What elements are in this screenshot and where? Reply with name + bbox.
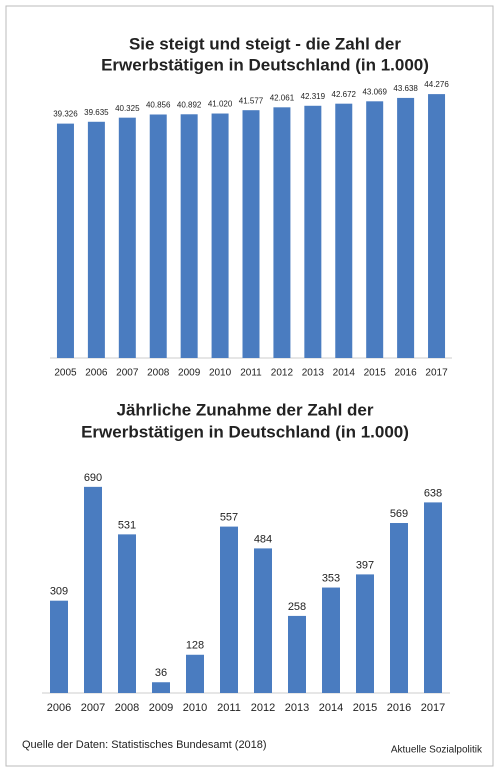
bar [118,117,136,359]
bar [220,526,238,693]
x-tick-label: 2013 [285,702,309,714]
value-label: 397 [356,559,374,571]
value-label: 42.319 [301,92,326,101]
x-tick-label: 2013 [302,368,325,379]
bar [390,523,408,693]
x-tick-label: 2008 [147,368,170,379]
x-tick-label: 2012 [271,368,294,379]
x-tick-label: 2011 [217,702,241,714]
bar [397,97,415,359]
x-tick-label: 2014 [333,368,356,379]
value-label: 40.892 [177,100,202,109]
x-tick-label: 2010 [209,368,232,379]
bar [87,121,105,359]
source: Quelle der Daten: Statistisches Bundesam… [22,739,267,751]
x-tick-label: 2006 [85,368,108,379]
bar [180,114,198,358]
bar [273,107,291,358]
x-tick-label: 2011 [240,368,262,379]
value-label: 690 [84,472,102,484]
bar [356,574,374,693]
bar [428,94,446,358]
x-tick-label: 2009 [178,368,201,379]
bar [149,114,167,359]
x-tick-label: 2008 [115,702,139,714]
bar [211,113,229,358]
x-tick-label: 2012 [251,702,275,714]
bar [366,101,384,358]
value-label: 309 [50,586,68,598]
value-label: 42.061 [270,93,295,102]
value-label: 39.635 [84,108,109,117]
bar [84,486,102,693]
value-label: 42.672 [332,90,357,99]
x-tick-label: 2007 [116,368,139,379]
x-tick-label: 2010 [183,702,207,714]
value-label: 353 [322,572,340,584]
bar [304,105,322,358]
bar [424,502,442,693]
value-label: 531 [118,519,136,531]
bar [254,548,272,693]
x-tick-label: 2014 [319,702,343,714]
bar [186,654,204,693]
x-tick-label: 2007 [81,702,105,714]
value-label: 484 [254,533,272,545]
x-tick-label: 2017 [421,702,445,714]
value-label: 128 [186,640,204,652]
chart-title: Sie steigt und steigt - die Zahl der [129,34,401,53]
value-label: 557 [220,512,238,524]
x-tick-label: 2017 [425,368,448,379]
chart-subtitle: Erwerbstätigen in Deutschland (in 1.000) [81,422,409,441]
x-tick-label: 2016 [387,702,411,714]
value-label: 41.020 [208,100,233,109]
bar [335,103,353,358]
x-tick-label: 2015 [364,368,387,379]
value-label: 41.577 [239,96,264,105]
value-label: 43.638 [393,84,418,93]
bar [242,110,260,358]
x-tick-label: 2006 [47,702,71,714]
value-label: 569 [390,508,408,520]
chart-title: Jährliche Zunahme der Zahl der [117,400,374,419]
value-label: 39.326 [53,110,78,119]
credit: Aktuelle Sozialpolitik [391,745,483,756]
bar [118,534,136,693]
chart-subtitle: Erwerbstätigen in Deutschland (in 1.000) [101,55,429,74]
x-tick-label: 2005 [54,368,77,379]
value-label: 44.276 [424,80,449,89]
value-label: 638 [424,487,442,499]
bar [322,587,340,693]
value-label: 36 [155,667,167,679]
x-tick-label: 2016 [394,368,417,379]
bar [50,600,68,693]
bar [288,615,306,693]
bar [152,682,170,693]
value-label: 40.856 [146,101,171,110]
value-label: 40.325 [115,104,140,113]
value-label: 258 [288,601,306,613]
x-tick-label: 2015 [353,702,377,714]
x-tick-label: 2009 [149,702,173,714]
value-label: 43.069 [362,87,387,96]
bar [56,123,74,359]
